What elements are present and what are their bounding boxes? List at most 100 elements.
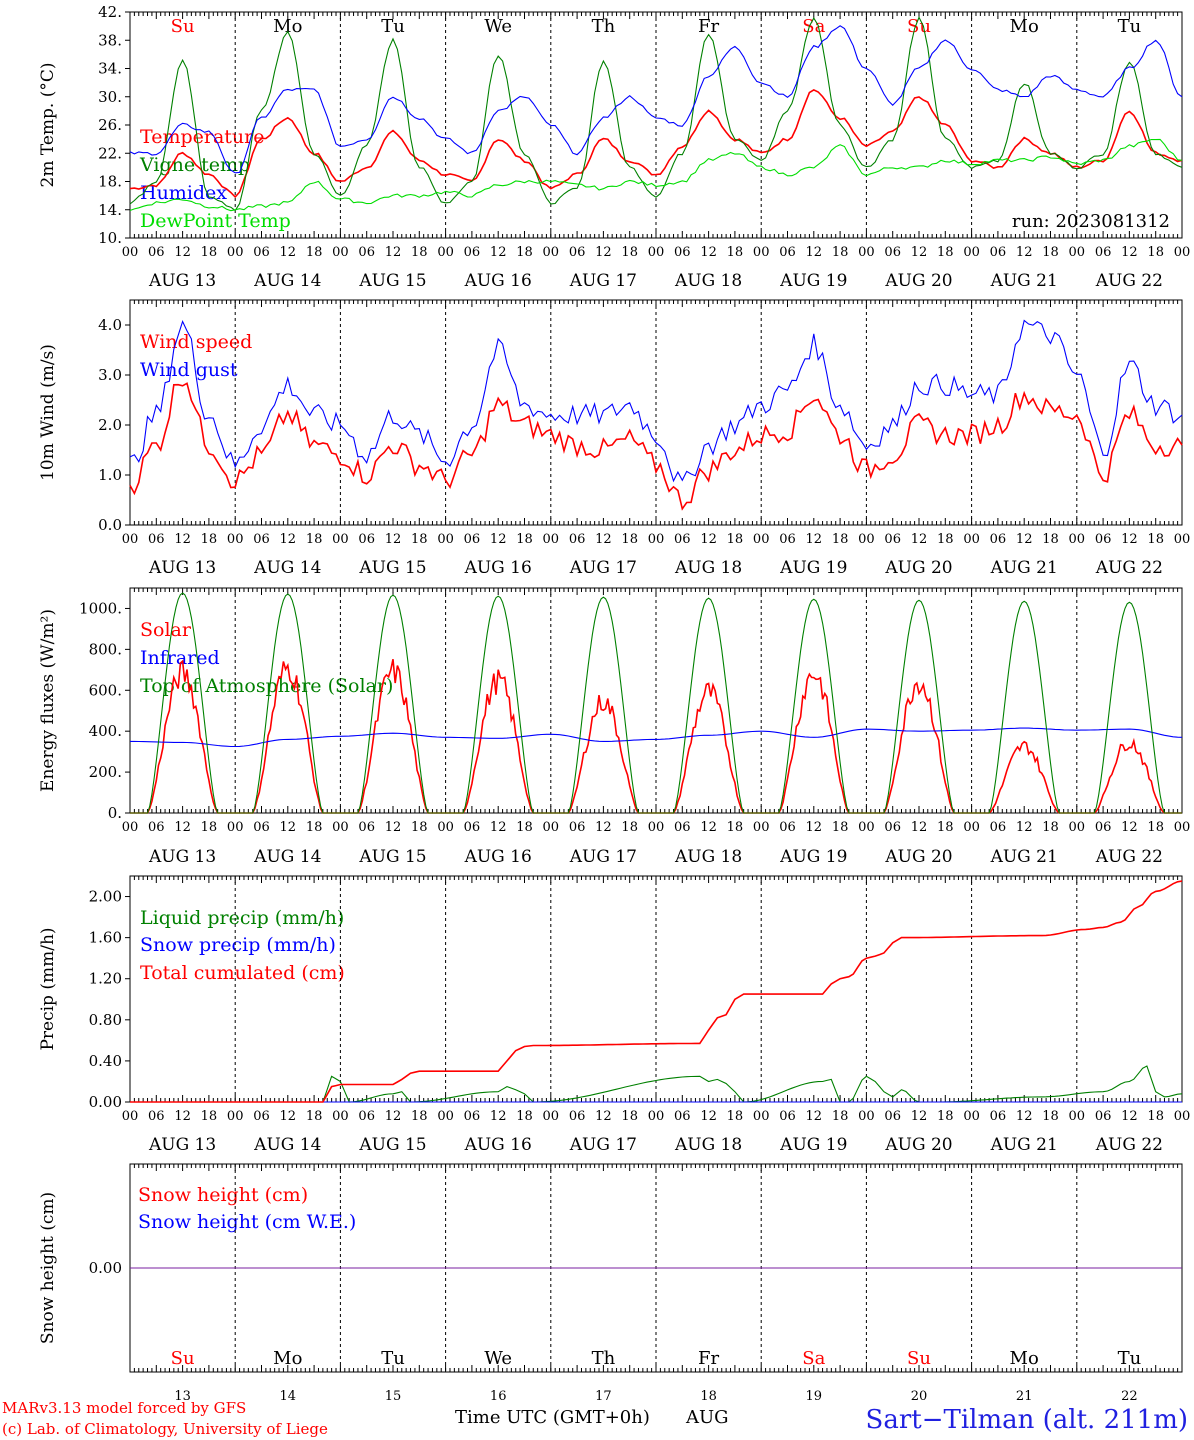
day-number-label: 17 [595,1389,612,1404]
series-line-wind-speed [129,382,1183,511]
hour-label: 12 [700,820,717,835]
day-of-week-label: Tu [381,1348,405,1369]
hour-label: 12 [700,245,717,260]
hour-label: 06 [884,1109,901,1124]
hour-label: 00 [1174,532,1191,547]
hour-label: 18 [201,532,218,547]
hour-label: 00 [543,820,560,835]
date-label: AUG 21 [990,271,1058,291]
hour-label: 00 [648,1109,665,1124]
hour-label: 12 [174,820,191,835]
legend-liquid-precip: Liquid precip (mm/h) [140,907,344,929]
day-number-label: 18 [700,1389,717,1404]
hour-label: 06 [464,245,481,260]
hour-label: 18 [1042,1109,1059,1124]
y-tick-label: 1.20 [89,970,122,988]
hour-label: 12 [174,245,191,260]
panel-frame [129,587,1183,814]
hour-label: 18 [516,1109,533,1124]
hour-label: 00 [1174,1109,1191,1124]
y-tick-label: 4.0 [98,316,122,334]
hour-label: 00 [753,532,770,547]
date-label: AUG 15 [358,847,426,867]
day-of-week-label: Mo [273,16,302,37]
date-label: AUG 13 [148,271,216,291]
y-tick-label: 26. [98,116,122,134]
hour-label: 06 [884,245,901,260]
date-label: AUG 20 [884,271,952,291]
hour-label: 18 [621,820,638,835]
hour-label: 18 [306,820,323,835]
y-tick-label: 1000. [79,599,122,617]
hour-label: 00 [963,245,980,260]
hour-label: 00 [122,245,139,260]
hour-label: 06 [779,820,796,835]
date-label: AUG 21 [990,558,1058,578]
hour-label: 06 [253,245,270,260]
hour-label: 12 [1016,245,1033,260]
day-of-week-label: Mo [273,1348,302,1369]
day-of-week-label: Sa [802,1348,825,1369]
legend-snow-height-we: Snow height (cm W.E.) [138,1211,356,1233]
date-label: AUG 22 [1095,271,1163,291]
hour-label: 06 [148,1109,165,1124]
y-tick-label: 30. [98,88,122,106]
hour-label: 18 [937,1109,954,1124]
hour-label: 18 [411,245,428,260]
date-label: AUG 22 [1095,1135,1163,1155]
hour-label: 18 [306,532,323,547]
hour-label: 12 [911,1109,928,1124]
hour-label: 12 [595,820,612,835]
y-tick-label: 3.0 [98,366,122,384]
legend-snow-height: Snow height (cm) [138,1184,308,1206]
hour-label: 00 [437,532,454,547]
date-label: AUG 17 [569,271,637,291]
date-label: AUG 17 [569,558,637,578]
hour-label: 18 [516,245,533,260]
hour-label: 00 [122,820,139,835]
hour-label: 00 [648,820,665,835]
hour-label: 18 [201,820,218,835]
hour-label: 00 [437,820,454,835]
y-tick-label: 1.0 [98,466,122,484]
legend-dewpoint: DewPoint Temp [140,210,291,232]
hour-label: 06 [253,820,270,835]
day-number-label: 15 [385,1389,402,1404]
hour-label: 00 [858,1109,875,1124]
hour-label: 00 [543,1109,560,1124]
panel-wind-legend: Wind speed Wind gust [140,331,252,381]
y-tick-label: 0.80 [89,1011,122,1029]
panel-3: 0.00 0.40 0.80 1.20 1.60 2.00 Precip (mm/h) 00 0… [38,875,1191,1155]
series-line-total-cumulated-cm- [130,880,1183,1103]
date-label: AUG 16 [464,1135,532,1155]
y-tick-label: 0.0 [98,516,122,534]
hour-label: 06 [1095,820,1112,835]
hour-label: 00 [1069,1109,1086,1124]
panel-4: 0.00 Snow height (cm) Su Mo Tu We Th Fr Sa Su Mo Tu… [38,1163,1183,1404]
hour-label: 00 [122,1109,139,1124]
y-tick-label: 22. [98,144,122,162]
hour-label: 18 [411,532,428,547]
hour-label: 12 [595,1109,612,1124]
footer: MARv3.13 model forced by GFS (c) Lab. of… [2,1399,1188,1438]
y-tick-label: 800. [89,640,122,658]
hour-label: 00 [227,245,244,260]
hour-label: 18 [621,245,638,260]
hour-label: 06 [464,532,481,547]
y-tick-label: 10. [98,229,122,247]
y-tick-label: 0.00 [89,1259,122,1277]
hour-label: 12 [806,1109,823,1124]
day-of-week-label: Su [907,1348,931,1369]
y-tick-label: 18. [98,173,122,191]
hour-label: 12 [1121,820,1138,835]
day-number-label: 13 [174,1389,191,1404]
hour-label: 12 [1121,245,1138,260]
hour-label: 00 [648,532,665,547]
hour-label: 12 [1016,1109,1033,1124]
hour-label: 00 [543,245,560,260]
date-label: AUG 16 [464,271,532,291]
hour-label: 18 [937,532,954,547]
legend-vigne-temp: Vigne temp [139,154,250,176]
y-tick-label: 42. [98,3,122,21]
hour-label: 00 [227,1109,244,1124]
